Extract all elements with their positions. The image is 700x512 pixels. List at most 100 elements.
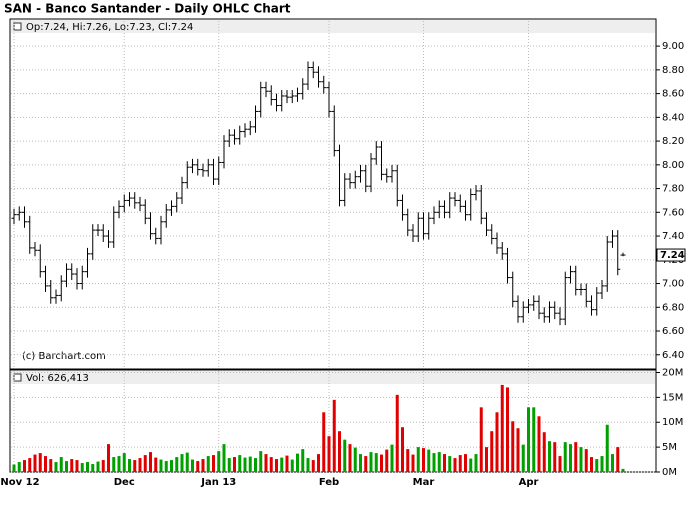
last-price-label: 7.24: [660, 250, 685, 261]
y-tick-label: 5M: [662, 442, 677, 453]
volume-bar: [579, 447, 583, 472]
volume-bar: [479, 407, 483, 472]
volume-bar: [122, 453, 126, 472]
volume-bar: [411, 454, 415, 472]
volume-bar: [91, 464, 95, 472]
volume-bar: [516, 428, 520, 472]
volume-bar: [243, 457, 247, 472]
y-tick-label: 8.40: [662, 112, 684, 123]
volume-bar: [490, 431, 494, 472]
volume-bar: [590, 457, 593, 472]
y-tick-label: 0M: [662, 467, 677, 478]
volume-bar: [611, 454, 614, 472]
volume-bar: [458, 455, 462, 472]
volume-bar: [96, 461, 100, 472]
volume-bar: [28, 458, 32, 472]
x-tick-label: Dec: [114, 477, 135, 488]
y-tick-label: 8.80: [662, 65, 684, 76]
volume-bar: [227, 458, 231, 472]
volume-bar: [206, 456, 210, 472]
volume-bar: [275, 459, 278, 472]
volume-bar: [332, 399, 336, 472]
volume-bar: [38, 453, 42, 472]
volume-bar: [212, 455, 215, 472]
volume-bar: [248, 456, 252, 472]
volume-bar: [485, 447, 488, 472]
volume-bar: [217, 451, 221, 472]
volume-bar: [348, 444, 352, 472]
volume-bar: [569, 444, 572, 472]
volume-bar: [306, 458, 310, 472]
volume-bar: [264, 454, 268, 472]
volume-bar: [500, 384, 504, 472]
volume-bar: [170, 460, 173, 472]
volume-bar: [128, 459, 131, 472]
volume-bar: [164, 461, 168, 472]
volume-bar: [521, 444, 525, 472]
x-tick-label: Nov 12: [0, 477, 39, 488]
volume-bar: [201, 459, 205, 472]
volume-bar: [401, 427, 404, 472]
y-tick-label: 20M: [662, 367, 683, 378]
volume-bar: [301, 449, 305, 472]
volume-bar: [532, 407, 536, 472]
volume-bar: [542, 432, 546, 472]
x-tick-label: Jan 13: [200, 477, 236, 488]
volume-bar: [474, 454, 478, 472]
volume-bar: [453, 458, 457, 472]
volume-bar: [75, 460, 79, 472]
volume-bar: [406, 449, 410, 472]
volume-bar: [185, 452, 189, 472]
volume-bar: [353, 447, 357, 472]
volume-bar: [180, 454, 184, 472]
credit: (c) Barchart.com: [22, 351, 106, 362]
volume-bar: [464, 454, 467, 472]
volume-bar: [117, 456, 121, 472]
y-tick-label: 15M: [662, 392, 683, 403]
volume-bar: [385, 449, 389, 472]
volume-bar: [44, 456, 47, 472]
last-price-box: [656, 248, 686, 262]
volume-bar: [280, 457, 284, 472]
y-tick-label: 8.00: [662, 160, 684, 171]
volume-bar: [296, 453, 299, 472]
volume-bar: [254, 458, 257, 472]
volume-bar: [12, 464, 16, 472]
volume-bar: [600, 456, 604, 472]
volume-bar: [59, 457, 63, 472]
volume-bar: [380, 454, 383, 472]
volume-bar: [616, 447, 620, 472]
volume-bar: [101, 460, 105, 472]
y-tick-label: 7.80: [662, 184, 684, 195]
volume-bar: [574, 442, 578, 472]
volume-bar: [469, 458, 473, 472]
volume-bar: [49, 459, 53, 472]
volume-bar: [563, 442, 567, 472]
volume-bar: [621, 468, 625, 472]
volume-bar: [17, 462, 21, 472]
volume-bar: [548, 441, 551, 472]
volume-bar: [427, 449, 431, 472]
y-tick-label: 6.60: [662, 326, 684, 337]
price-legend-strip: [11, 20, 655, 33]
volume-bar: [595, 459, 599, 472]
volume-bar: [196, 461, 200, 472]
price-panel: [9, 18, 657, 370]
volume-bar: [238, 455, 242, 472]
y-tick-label: 8.60: [662, 89, 684, 100]
volume-bar: [364, 456, 368, 472]
volume-bar: [33, 454, 37, 472]
volume-legend: Vol: 626,413: [26, 373, 89, 384]
volume-bar: [506, 387, 509, 472]
volume-legend-strip: [11, 371, 655, 384]
volume-bar: [175, 457, 179, 472]
volume-bar: [317, 454, 320, 472]
volume-bar: [527, 407, 530, 472]
volume-bar: [80, 463, 84, 472]
volume-bar: [259, 451, 263, 472]
volume-bar: [448, 456, 452, 472]
chart-title: SAN - Banco Santander - Daily OHLC Chart: [4, 2, 291, 16]
volume-bar: [149, 452, 152, 472]
volume-bar: [495, 412, 499, 472]
